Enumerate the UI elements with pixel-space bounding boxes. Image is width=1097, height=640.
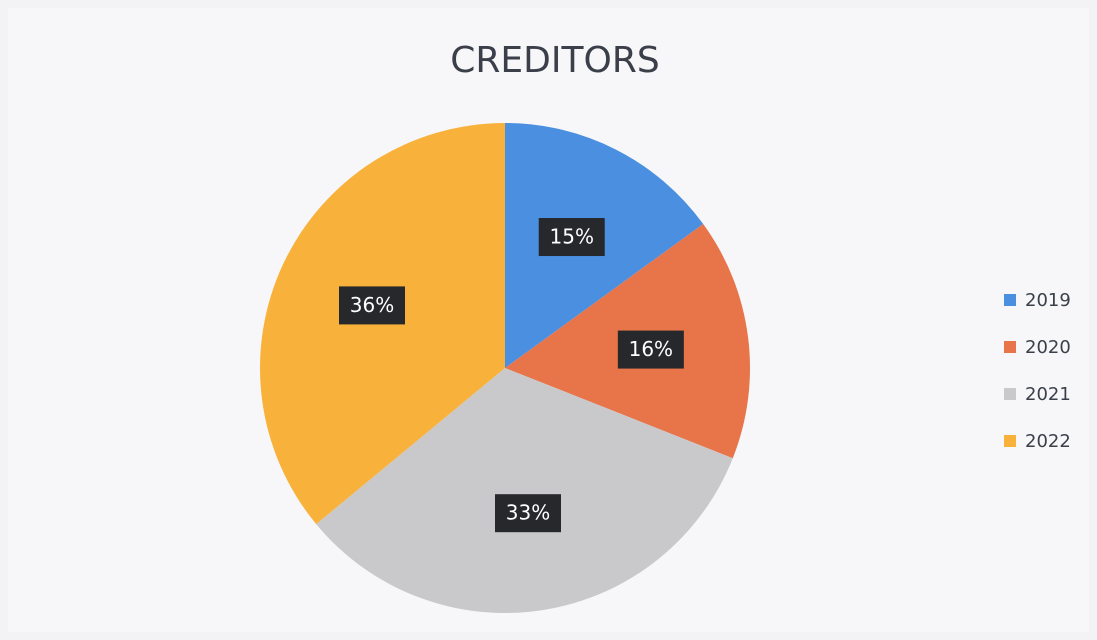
pie-slice (316, 368, 733, 614)
data-label: 16% (629, 337, 673, 361)
legend-label: 2021 (1025, 384, 1071, 405)
legend-swatch (1004, 294, 1016, 306)
data-label-background (494, 494, 561, 533)
legend-label: 2019 (1025, 290, 1071, 311)
legend-swatch (1004, 341, 1016, 353)
data-label: 36% (350, 293, 394, 317)
data-label: 15% (550, 225, 594, 249)
legend-swatch (1004, 388, 1016, 400)
data-label: 33% (506, 501, 550, 525)
legend-label: 2022 (1025, 431, 1071, 452)
chart-title: CREDITORS (450, 40, 659, 81)
data-label-background (617, 330, 684, 369)
legend-label: 2020 (1025, 337, 1071, 358)
data-label-background (338, 286, 405, 325)
data-label-background (538, 218, 605, 257)
legend-swatch (1004, 435, 1016, 447)
